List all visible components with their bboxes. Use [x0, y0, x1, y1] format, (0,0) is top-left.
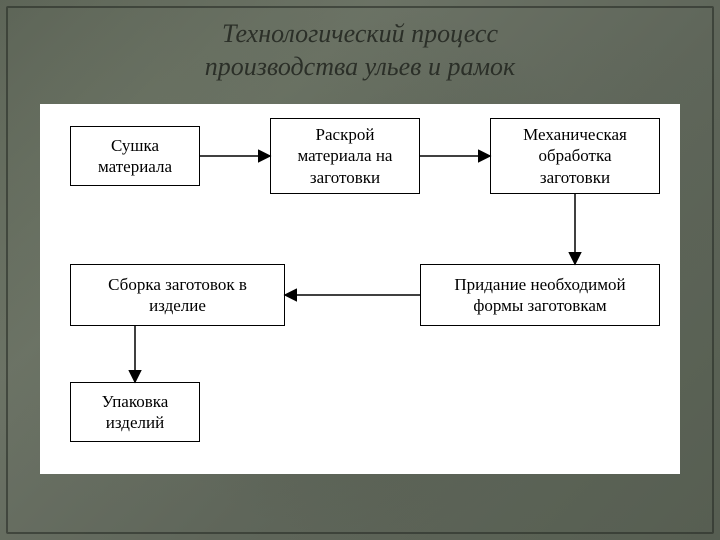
flowchart-panel: Сушкаматериала Раскройматериала назагото…	[40, 104, 680, 474]
node-shaping: Придание необходимойформы заготовкам	[420, 264, 660, 326]
node-machining: Механическаяобработказаготовки	[490, 118, 660, 194]
node-cutting: Раскройматериала назаготовки	[270, 118, 420, 194]
node-drying: Сушкаматериала	[70, 126, 200, 186]
slide-title: Технологический процесс производства уль…	[0, 18, 720, 83]
node-assembly: Сборка заготовок визделие	[70, 264, 285, 326]
title-line-2: производства ульев и рамок	[205, 52, 515, 81]
node-packaging: Упаковкаизделий	[70, 382, 200, 442]
title-line-1: Технологический процесс	[222, 19, 498, 48]
